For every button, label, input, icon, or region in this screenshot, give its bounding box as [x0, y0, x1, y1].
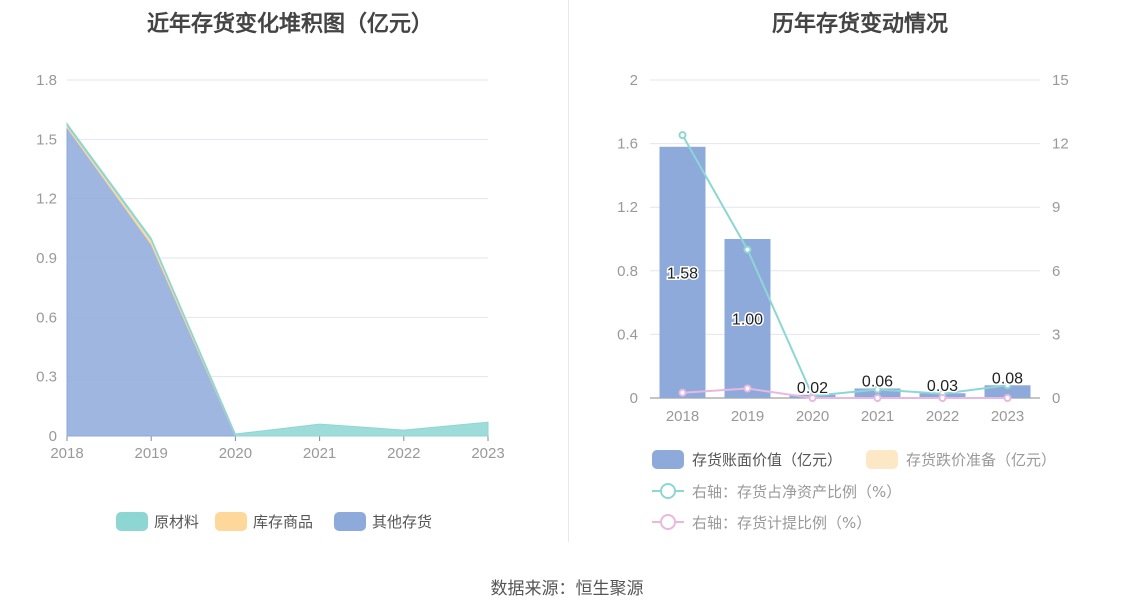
line-point	[1003, 394, 1012, 402]
y-tick-label: 0.4	[617, 326, 638, 343]
y-tick-label: 0.3	[36, 369, 57, 386]
legend-label: 右轴：存货计提比例（%）	[692, 514, 871, 532]
x-tick-label: 2020	[796, 408, 829, 425]
y2-tick-label: 9	[1052, 199, 1060, 216]
stacked-area-chart: 0 0.3 0.6 0.9 1.2 1.5 1.8 2018 2019 2020 2021 2022 2…	[36, 72, 505, 531]
x-tick-label: 2019	[135, 445, 168, 462]
y-tick-label: 1.2	[36, 191, 57, 208]
line-point	[873, 394, 882, 402]
x-tick-label: 2021	[303, 445, 336, 462]
x-tick-label: 2022	[926, 408, 959, 425]
bar-data-label: 0.06	[862, 373, 893, 390]
legend-label: 原材料	[154, 513, 199, 531]
bar-line-chart: 0 0.4 0.8 1.2 1.6 2 0 3 6 9 12 15 2018 2019 2020 2021 20…	[617, 72, 1069, 532]
y-tick-label: 1.8	[36, 72, 57, 89]
line-point	[873, 385, 882, 394]
x-tick-label: 2023	[471, 445, 504, 462]
bar-data-label: 1.58	[667, 265, 698, 282]
bar-data-label: 0.08	[992, 370, 1023, 387]
y2-tick-label: 12	[1052, 136, 1069, 153]
y-tick-label: 2	[630, 72, 638, 89]
x-tick-label: 2018	[666, 408, 699, 425]
line-series	[682, 387, 1008, 399]
line-point	[1003, 381, 1012, 390]
x-tick-label: 2019	[731, 408, 764, 425]
legend-label: 存货账面价值（亿元）	[692, 451, 842, 469]
legend-label: 存货跌价准备（亿元）	[906, 451, 1056, 469]
legend-swatch	[116, 512, 148, 531]
x-tick-label: 2022	[387, 445, 420, 462]
x-tick-label: 2020	[219, 445, 252, 462]
y-tick-label: 0	[630, 390, 638, 407]
legend-swatch	[652, 450, 684, 469]
bar	[659, 146, 706, 398]
legend-swatch	[334, 512, 366, 531]
y-tick-label: 1.2	[617, 199, 638, 216]
y2-tick-label: 3	[1052, 326, 1060, 343]
y-tick-label: 0	[49, 428, 57, 445]
line-point	[743, 245, 752, 254]
bar	[724, 239, 771, 398]
right-chart-title: 历年存货变动情况	[771, 12, 948, 37]
data-source: 数据来源：恒生聚源	[490, 579, 644, 599]
x-tick-label: 2023	[991, 408, 1024, 425]
y2-tick-label: 0	[1052, 390, 1060, 407]
legend-label: 右轴：存货占净资产比例（%）	[692, 483, 901, 501]
line-point	[808, 394, 817, 402]
y-tick-label: 1.6	[617, 136, 638, 153]
area-原材料	[66, 121, 489, 437]
left-chart-title: 近年存货变化堆积图（亿元）	[146, 12, 433, 37]
legend-marker	[660, 514, 676, 530]
y-tick-label: 1.5	[36, 131, 57, 148]
y-tick-label: 0.6	[36, 309, 57, 326]
y-tick-label: 0.9	[36, 250, 57, 267]
bar-data-label: 1.00	[732, 312, 763, 329]
legend-label: 其他存货	[372, 513, 432, 531]
bar-data-label: 0.02	[797, 380, 828, 397]
line-point	[678, 131, 687, 140]
legend-swatch	[866, 450, 898, 469]
y-tick-label: 0.8	[617, 263, 638, 280]
line-point	[678, 388, 687, 397]
bar-data-label: 0.03	[927, 378, 958, 395]
line-point	[743, 384, 752, 393]
legend-label: 库存商品	[253, 513, 313, 531]
line-series	[681, 134, 1008, 397]
x-tick-label: 2021	[861, 408, 894, 425]
chart-divider	[568, 0, 569, 542]
y2-tick-label: 6	[1052, 263, 1060, 280]
legend-marker	[660, 483, 676, 499]
y2-tick-label: 15	[1052, 72, 1069, 89]
legend-swatch	[215, 512, 247, 531]
line-point	[938, 394, 947, 402]
x-tick-label: 2018	[50, 445, 83, 462]
bar	[984, 385, 1031, 398]
